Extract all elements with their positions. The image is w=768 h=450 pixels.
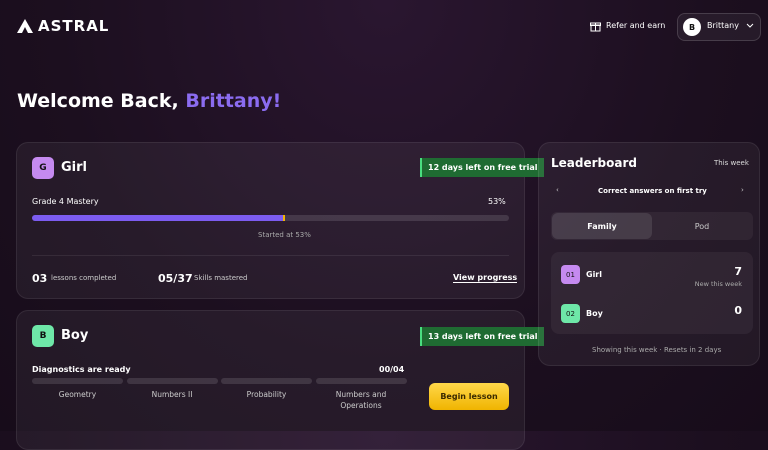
topic-bar xyxy=(221,378,312,384)
progress-label: 53% xyxy=(488,197,506,206)
student-name: Girl xyxy=(586,270,602,279)
chevron xyxy=(746,23,754,28)
topic-bar xyxy=(126,378,218,384)
started-label: Started at 53% xyxy=(258,231,311,239)
tab-bar xyxy=(551,212,753,240)
course-name: Grade 4 Mastery xyxy=(32,197,99,206)
logo: ASTRAL xyxy=(38,17,110,35)
leaderboard-card xyxy=(538,142,760,366)
skills-count: 05/37 xyxy=(158,272,193,285)
student-name: Boy xyxy=(61,328,89,343)
topic-label: Numbers and Operations xyxy=(335,390,387,410)
student-avatar: B xyxy=(32,325,54,347)
refer-link[interactable]: Refer and earn xyxy=(606,21,666,30)
leaderboard-footer: Showing this week · Resets in 2 days xyxy=(592,346,722,354)
tab[interactable]: Family xyxy=(552,213,652,239)
next-arrow[interactable]: › xyxy=(741,186,744,194)
score: 7 xyxy=(734,265,742,278)
topic-label: Probability xyxy=(246,390,287,399)
begin-lesson-button[interactable]: Begin lesson xyxy=(429,383,509,410)
topic-bar xyxy=(32,378,123,384)
progress-fill xyxy=(32,215,285,221)
skills-label[interactable]: Skills mastered xyxy=(194,274,248,282)
welcome-name: Brittany! xyxy=(185,90,282,112)
topic-label: Geometry xyxy=(58,390,97,399)
period: This week xyxy=(714,159,749,167)
rank-badge: 01 xyxy=(561,265,580,284)
welcome-text: Welcome Back, xyxy=(17,90,179,112)
divider xyxy=(32,255,509,256)
view-progress-link[interactable]: View progress xyxy=(453,273,518,283)
leaderboard-list xyxy=(551,252,753,334)
progress-track xyxy=(32,215,509,221)
lessons-count: 03 xyxy=(32,272,48,285)
leaderboard-title: Leaderboard xyxy=(551,156,637,170)
student-name: Girl xyxy=(61,160,87,175)
lessons-label[interactable]: lessons completed xyxy=(51,274,117,282)
score: 0 xyxy=(734,304,742,317)
score-note: New this week xyxy=(694,280,742,288)
trial-badge: 13 days left on free trial xyxy=(420,327,544,346)
logo-icon xyxy=(17,19,33,33)
metric: Correct answers on first try xyxy=(598,187,707,195)
user-avatar: B xyxy=(683,18,701,36)
topic-label: Numbers II xyxy=(151,390,193,399)
user-menu[interactable] xyxy=(677,13,761,41)
student-name: Boy xyxy=(586,309,603,318)
welcome: Welcome Back, Brittany! xyxy=(17,90,281,112)
user-name: Brittany xyxy=(707,21,739,30)
student-avatar: G xyxy=(32,157,54,179)
topic-bar xyxy=(315,378,407,384)
tab[interactable]: Pod xyxy=(694,221,710,231)
gift-icon xyxy=(590,22,601,32)
rank-badge: 02 xyxy=(561,304,580,323)
diagnostics-count: 00/04 xyxy=(379,365,405,374)
diagnostics-label: Diagnostics are ready xyxy=(32,365,131,374)
trial-badge: 12 days left on free trial xyxy=(420,158,544,177)
prev-arrow[interactable]: ‹ xyxy=(556,186,559,194)
